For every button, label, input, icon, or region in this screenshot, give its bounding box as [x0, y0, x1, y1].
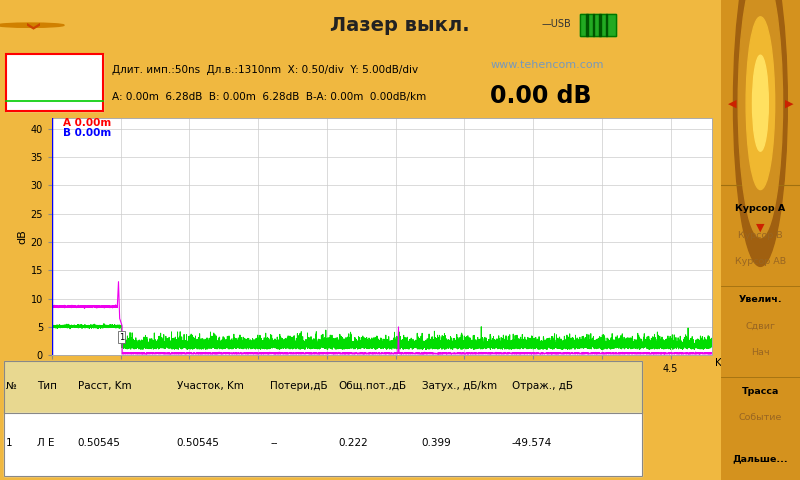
Text: ❯: ❯	[24, 21, 37, 32]
Circle shape	[746, 17, 774, 190]
Text: Расст, Km: Расст, Km	[78, 381, 131, 391]
Text: B 0.00m: B 0.00m	[63, 128, 111, 138]
Text: A 0.00m: A 0.00m	[63, 118, 111, 128]
Text: -49.574: -49.574	[512, 438, 552, 448]
Bar	[580, 14, 616, 36]
Bar	[606, 14, 607, 36]
Text: Длит. имп.:50ns  Дл.в.:1310nm  X: 0.50/div  Y: 5.00dB/div: Длит. имп.:50ns Дл.в.:1310nm X: 0.50/div…	[112, 65, 418, 75]
Text: Л E: Л E	[38, 438, 55, 448]
Text: Курсор А: Курсор А	[735, 204, 786, 213]
Text: Затух., дБ/km: Затух., дБ/km	[422, 381, 497, 391]
Text: ▶: ▶	[785, 98, 793, 108]
Text: 0.50545: 0.50545	[177, 438, 219, 448]
Text: --: --	[270, 438, 278, 448]
Text: 0.399: 0.399	[422, 438, 451, 448]
Text: Сдвиг: Сдвиг	[746, 322, 775, 331]
Text: Потери,дБ: Потери,дБ	[270, 381, 328, 391]
Circle shape	[734, 0, 787, 266]
Text: Нач: Нач	[751, 348, 770, 357]
Text: 0.50545: 0.50545	[78, 438, 121, 448]
Bar	[6, 54, 103, 111]
Text: A: 0.00m  6.28dB  B: 0.00m  6.28dB  B-A: 0.00m  0.00dB/km: A: 0.00m 6.28dB B: 0.00m 6.28dB B-A: 0.0…	[112, 92, 426, 102]
Text: www.tehencom.com: www.tehencom.com	[490, 60, 604, 70]
Text: ▼: ▼	[756, 223, 765, 233]
Text: Курсор АВ: Курсор АВ	[735, 257, 786, 266]
Circle shape	[746, 24, 794, 27]
Bar	[599, 14, 601, 36]
Bar	[4, 361, 642, 413]
Text: 0.00 dB: 0.00 dB	[490, 84, 592, 108]
Text: Тип: Тип	[38, 381, 58, 391]
Text: 1: 1	[119, 333, 124, 342]
Text: Событие: Событие	[738, 413, 782, 422]
Text: Отраж., дБ: Отраж., дБ	[512, 381, 573, 391]
Text: №: №	[6, 381, 17, 391]
Y-axis label: dB: dB	[18, 229, 28, 244]
Circle shape	[756, 24, 785, 26]
Text: Дальше...: Дальше...	[733, 454, 788, 463]
Text: ↩: ↩	[765, 19, 776, 32]
Text: Общ.пот.,дБ: Общ.пот.,дБ	[338, 381, 407, 391]
Bar	[580, 14, 616, 36]
Circle shape	[737, 23, 800, 27]
Text: Лазер выкл.: Лазер выкл.	[330, 16, 470, 35]
Text: 0.222: 0.222	[338, 438, 369, 448]
Text: ◀: ◀	[728, 98, 736, 108]
Text: Участок, Km: Участок, Km	[177, 381, 243, 391]
Bar	[4, 413, 642, 476]
Circle shape	[5, 24, 56, 27]
Text: Трасса: Трасса	[742, 387, 779, 396]
Circle shape	[0, 23, 64, 27]
Bar	[586, 14, 588, 36]
Bar	[6, 54, 103, 111]
Text: —USB: —USB	[541, 19, 571, 29]
Circle shape	[753, 55, 768, 151]
Text: Km: Km	[714, 358, 732, 368]
Bar	[4, 361, 642, 476]
Circle shape	[738, 0, 782, 238]
Bar	[593, 14, 594, 36]
Text: 1: 1	[6, 438, 12, 448]
Circle shape	[14, 24, 46, 26]
Text: Увелич.: Увелич.	[738, 296, 782, 304]
Text: Курсор В: Курсор В	[738, 231, 782, 240]
